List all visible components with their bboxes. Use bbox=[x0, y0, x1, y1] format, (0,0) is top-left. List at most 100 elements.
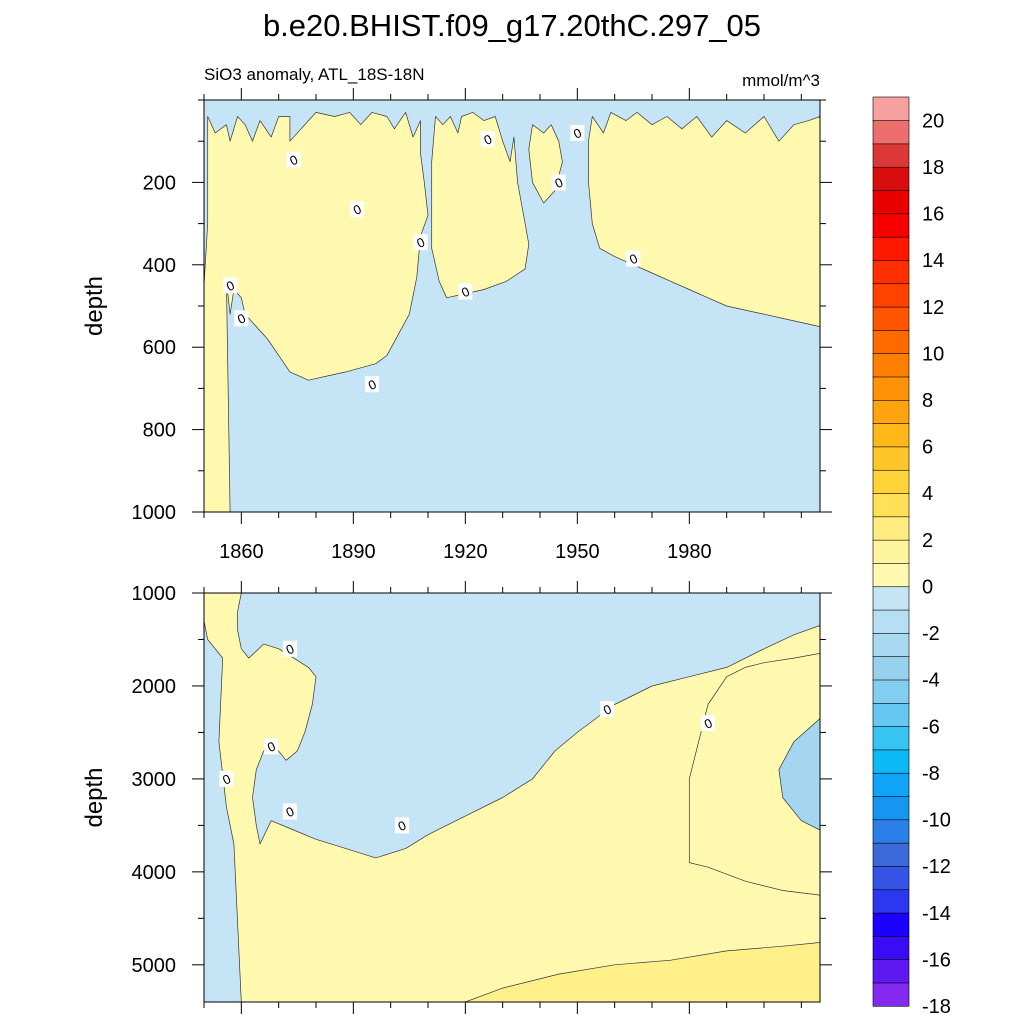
contour-label-box bbox=[458, 283, 473, 300]
colorbar-box bbox=[872, 259, 910, 285]
y-tick-label: 4000 bbox=[132, 862, 177, 884]
colorbar-label: 12 bbox=[922, 297, 944, 319]
contour-label-box bbox=[219, 770, 234, 787]
colorbar-box bbox=[872, 492, 910, 518]
colorbar-label: 10 bbox=[922, 343, 944, 365]
colorbar-label: 0 bbox=[922, 576, 933, 598]
colorbar-box bbox=[872, 446, 910, 471]
colorbar-box bbox=[872, 399, 910, 424]
contour-label-box bbox=[394, 817, 409, 834]
positive-anomaly-region bbox=[588, 112, 820, 327]
colorbar-box bbox=[872, 865, 910, 891]
positive-anomaly-region bbox=[204, 593, 820, 1002]
colorbar-label: 2 bbox=[922, 530, 933, 552]
colorbar-box bbox=[872, 609, 910, 634]
colorbar-box bbox=[872, 889, 910, 914]
contour-label-box bbox=[282, 640, 297, 657]
contour-label-box bbox=[223, 277, 238, 294]
colorbar-box bbox=[872, 96, 910, 121]
y-tick-label: 800 bbox=[143, 420, 176, 442]
y-tick-label: 3000 bbox=[132, 769, 177, 791]
contour-label-box bbox=[350, 201, 365, 218]
contour-label-box bbox=[480, 131, 495, 148]
negative-anomaly-region bbox=[778, 718, 820, 831]
y-tick-label: 2000 bbox=[132, 676, 177, 698]
y-tick-label: 5000 bbox=[132, 955, 177, 977]
main-title: b.e20.BHIST.f09_g17.20thC.297_05 bbox=[263, 8, 761, 43]
colorbar-box bbox=[872, 819, 910, 844]
colorbar-label: 4 bbox=[922, 483, 933, 505]
colorbar-label: -10 bbox=[922, 810, 951, 832]
colorbar-label: -4 bbox=[922, 670, 940, 692]
colorbar-box bbox=[872, 959, 910, 984]
contour-label-box bbox=[600, 701, 615, 718]
colorbar-box bbox=[872, 586, 910, 611]
y-tick-label: 1000 bbox=[132, 502, 177, 524]
colorbar-label: 20 bbox=[922, 110, 944, 132]
colorbar-label: -18 bbox=[922, 996, 951, 1018]
colorbar-box bbox=[872, 632, 910, 657]
colorbar-box bbox=[872, 469, 910, 494]
colorbar-box bbox=[872, 213, 910, 238]
colorbar-label: 18 bbox=[922, 157, 944, 179]
colorbar-box bbox=[872, 539, 910, 564]
y-tick-label: 600 bbox=[143, 337, 176, 359]
y-tick-label: 200 bbox=[143, 172, 176, 194]
colorbar-box bbox=[872, 166, 910, 191]
colorbar-box bbox=[872, 189, 910, 215]
colorbar-label: 6 bbox=[922, 437, 933, 459]
colorbar-label: -16 bbox=[922, 949, 951, 971]
x-tick-label: 1980 bbox=[667, 541, 712, 563]
x-tick-label: 1950 bbox=[555, 541, 600, 563]
colorbar-label: -12 bbox=[922, 856, 951, 878]
x-tick-label: 1890 bbox=[331, 541, 376, 563]
colorbar-box bbox=[872, 679, 910, 704]
contour-label-box bbox=[286, 151, 301, 168]
contour-label-box bbox=[570, 124, 585, 141]
colorbar-box bbox=[872, 562, 910, 588]
colorbar-box bbox=[872, 376, 910, 401]
positive-anomaly-region bbox=[431, 112, 530, 299]
colorbar-box bbox=[872, 353, 910, 378]
contour-label-box bbox=[551, 174, 566, 191]
colorbar-box bbox=[872, 329, 910, 354]
colorbar-box bbox=[872, 516, 910, 541]
colorbar-label: 8 bbox=[922, 390, 933, 412]
contour-label-box bbox=[365, 376, 379, 393]
colorbar-label: 14 bbox=[922, 250, 944, 272]
subtitle-right: mmol/m^3 bbox=[742, 71, 820, 90]
colorbar-box bbox=[872, 283, 910, 308]
colorbar-box bbox=[872, 656, 910, 681]
colorbar-box bbox=[872, 935, 910, 960]
plot-frame bbox=[203, 592, 821, 1003]
x-tick-label: 1860 bbox=[219, 541, 264, 563]
colorbar-box bbox=[872, 236, 910, 261]
y-axis-label: depth bbox=[81, 767, 108, 827]
colorbar-box bbox=[872, 306, 910, 331]
contour-label-box bbox=[413, 234, 428, 251]
colorbar-box bbox=[872, 702, 910, 727]
colorbar-box bbox=[872, 982, 910, 1007]
colorbar-label: -14 bbox=[922, 903, 951, 925]
y-tick-label: 1000 bbox=[132, 583, 177, 605]
colorbar-label: -6 bbox=[922, 716, 940, 738]
colorbar-box bbox=[872, 842, 910, 867]
subtitle-left: SiO3 anomaly, ATL_18S-18N bbox=[204, 65, 425, 84]
colorbar-box bbox=[872, 795, 910, 821]
colorbar-label: -2 bbox=[922, 623, 940, 645]
colorbar-box bbox=[872, 120, 910, 145]
x-tick-label: 1920 bbox=[443, 541, 488, 563]
colorbar-box bbox=[872, 749, 910, 774]
contour-label-box bbox=[264, 738, 279, 755]
positive-anomaly-region bbox=[464, 942, 820, 1002]
colorbar: -20-18-16-14-12-10-8-6-4-202468101214161… bbox=[872, 96, 951, 1018]
contour-label-box bbox=[626, 250, 641, 267]
contour-label-box bbox=[234, 310, 249, 327]
colorbar-label: 16 bbox=[922, 204, 944, 226]
contour-label-box bbox=[701, 715, 715, 732]
colorbar-label: -8 bbox=[922, 763, 940, 785]
contour-label-box bbox=[282, 803, 297, 820]
